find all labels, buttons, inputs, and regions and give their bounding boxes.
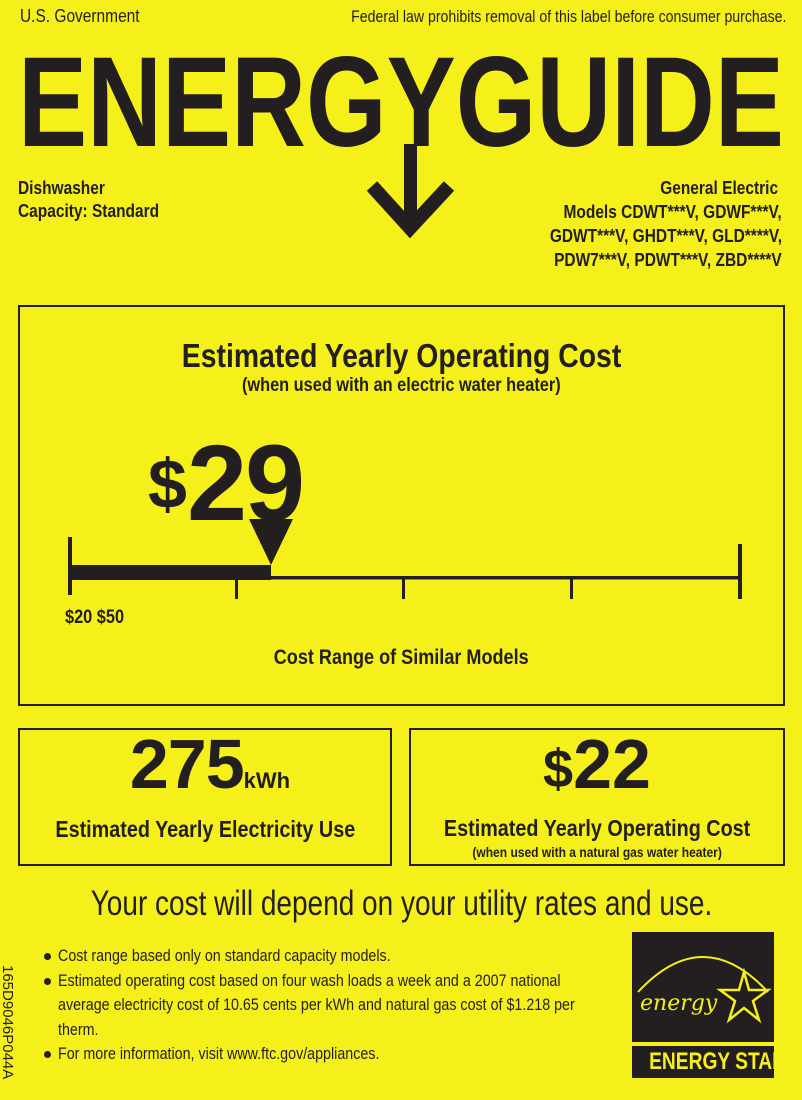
product-capacity: Capacity: Standard — [18, 201, 160, 221]
cost-range-scale — [68, 519, 742, 599]
gas-cost-amount: 22 — [573, 725, 651, 803]
gas-cost-sublabel: (when used with a natural gas water heat… — [472, 844, 722, 860]
product-info: Dishwasher Capacity: Standard — [18, 177, 182, 223]
disclaimer: Your cost will depend on your utility ra… — [90, 884, 712, 923]
cost-range-label: $20 $50 — [65, 607, 125, 628]
svg-text:energy: energy — [640, 991, 718, 1016]
electricity-label: Estimated Yearly Electricity Use — [55, 816, 355, 842]
energy-star-icon: energy — [632, 932, 774, 1042]
model-line: GDWT***V, GHDT***V, GLD****V, — [549, 226, 782, 246]
currency-symbol: $ — [148, 445, 187, 523]
footnotes: Cost range based only on standard capaci… — [44, 944, 684, 1067]
scale-right-end — [738, 544, 742, 599]
scale-caption: Cost Range of Similar Models — [274, 646, 529, 669]
model-info: General Electric Models CDWT***V, GDWF**… — [512, 176, 782, 272]
gas-cost-panel: $22 Estimated Yearly Operating Cost (whe… — [409, 725, 785, 866]
label-code: 165D9046P044A — [0, 965, 16, 1080]
manufacturer: General Electric — [660, 178, 778, 198]
energyguide-title: ENERGYGUIDE — [18, 40, 784, 174]
main-cost-title: Estimated Yearly Operating Cost — [181, 337, 622, 374]
currency-symbol: $ — [543, 739, 574, 799]
kwh-amount: 275 — [129, 725, 245, 803]
issuer-text: U.S. Government — [20, 6, 140, 26]
scale-tick — [235, 577, 238, 599]
main-cost-panel: Estimated Yearly Operating Cost (when us… — [18, 305, 785, 706]
gas-cost-label: Estimated Yearly Operating Cost — [443, 815, 751, 841]
electricity-use-panel: 275kWh Estimated Yearly Electricity Use — [18, 725, 392, 866]
scale-tick — [570, 577, 573, 599]
energyguide-logo: ENERGYGUIDE — [18, 40, 784, 239]
scale-tick — [402, 577, 405, 599]
footnote-item: Estimated operating cost based on four w… — [44, 969, 698, 1043]
cost-marker-icon — [249, 519, 293, 565]
footnote-item: Cost range based only on standard capaci… — [44, 944, 684, 969]
removal-notice: Federal law prohibits removal of this la… — [350, 7, 786, 26]
footnote-item: For more information, visit www.ftc.gov/… — [44, 1042, 684, 1067]
down-arrow-icon — [366, 144, 455, 239]
kwh-unit: kWh — [243, 768, 291, 793]
model-line: Models CDWT***V, GDWF***V, — [563, 202, 782, 222]
energy-star-label: ENERGY STAR — [632, 1046, 786, 1078]
energy-star-logo: energy ENERGY STAR — [632, 932, 786, 1078]
model-line: PDW7***V, PDWT***V, ZBD****V — [554, 250, 782, 270]
product-type: Dishwasher — [18, 178, 105, 198]
main-cost-subtitle: (when used with an electric water heater… — [242, 375, 561, 396]
electricity-value: 275kWh — [20, 724, 390, 804]
gas-cost-value: $22 — [411, 724, 783, 804]
